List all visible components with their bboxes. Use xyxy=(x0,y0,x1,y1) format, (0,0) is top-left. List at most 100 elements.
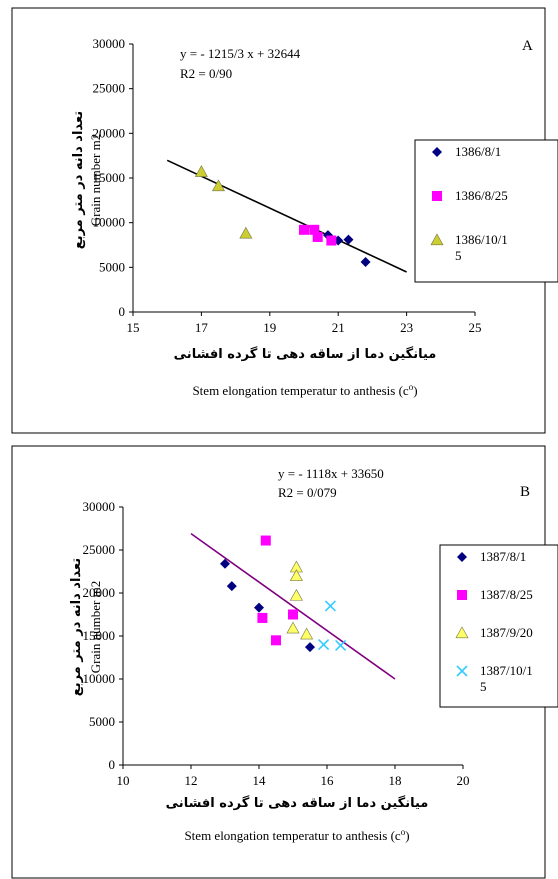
legend-label: 5 xyxy=(480,679,487,694)
data-point xyxy=(309,224,320,235)
trendline xyxy=(166,159,407,273)
y-tick-label: 0 xyxy=(119,304,126,319)
legend-box xyxy=(414,139,558,283)
data-point xyxy=(257,612,268,623)
trendline xyxy=(190,533,396,680)
legend-label: 5 xyxy=(455,248,462,263)
x-tick-label: 16 xyxy=(321,773,335,788)
series-0 xyxy=(220,558,315,653)
data-point xyxy=(299,224,309,235)
legend-label: 1386/8/1 xyxy=(455,144,501,159)
y-axis-label-en: Grain number m2 xyxy=(88,134,103,226)
x-axis-label-fa: میانگین دما از ساقه دهی تا گرده افشانی xyxy=(166,795,429,811)
y-tick-label: 30000 xyxy=(83,499,116,514)
x-tick-label: 23 xyxy=(400,320,413,335)
y-axis-label-en: Grain number m2 xyxy=(88,581,103,673)
legend-label: 1387/8/1 xyxy=(480,549,526,564)
data-point xyxy=(260,535,271,546)
legend-label: 1387/9/20 xyxy=(480,625,533,640)
y-tick-label: 10000 xyxy=(83,671,116,686)
data-point-stroke-b xyxy=(318,639,330,651)
x-axis-label-en: Stem elongation temperatur to anthesis (… xyxy=(192,382,417,398)
y-tick-label: 20000 xyxy=(83,585,116,600)
x-tick-label: 25 xyxy=(469,320,482,335)
y-tick-label: 20000 xyxy=(93,125,126,140)
chart-panel-a: 0 5000 10000 15000 20000 25000 30000 15 17 19 21 23… xyxy=(11,7,558,434)
legend-marker xyxy=(430,233,444,246)
x-tick-label: 12 xyxy=(185,773,198,788)
x-axis-label-unit: o xyxy=(409,382,414,392)
legend-marker xyxy=(432,147,442,157)
x-tick-label: 19 xyxy=(263,320,276,335)
y-tick-label: 30000 xyxy=(93,36,126,51)
legend-label: 1386/10/1 xyxy=(455,232,508,247)
data-point xyxy=(312,231,323,242)
x-axis-label-en-main: Stem elongation temperatur to anthesis (… xyxy=(192,383,408,398)
x-tick-label: 10 xyxy=(117,773,130,788)
legend-entry-0: 1386/8/1 xyxy=(432,144,501,159)
legend-entry-2: 1387/9/20 xyxy=(455,625,533,640)
regression-equation: y = - 1215/3 x + 32644 xyxy=(180,46,301,61)
regression-equation: y = - 1118x + 33650 xyxy=(278,466,384,481)
data-point xyxy=(289,569,303,581)
data-point-stroke-b xyxy=(324,600,336,612)
legend-marker xyxy=(456,665,468,677)
data-point xyxy=(335,639,347,652)
data-point xyxy=(289,588,303,601)
legend-marker-stroke-b xyxy=(456,665,468,677)
legend-entry-1: 1386/8/25 xyxy=(432,188,508,203)
x-axis-label-close: ) xyxy=(405,828,409,843)
x-axis-label-en-main: Stem elongation temperatur to anthesis (… xyxy=(184,828,400,843)
series-3 xyxy=(318,600,347,652)
data-point xyxy=(194,165,208,177)
x-tick-label: 14 xyxy=(253,773,267,788)
r-squared: R2 = 0/079 xyxy=(278,485,337,500)
data-point xyxy=(318,639,330,651)
data-point xyxy=(305,642,315,653)
legend-label: 1386/8/25 xyxy=(455,188,508,203)
x-axis-label-close: ) xyxy=(413,383,417,398)
series-1 xyxy=(257,535,298,646)
data-point xyxy=(326,235,337,246)
data-point xyxy=(343,234,354,245)
legend-marker xyxy=(457,552,467,562)
data-point xyxy=(324,600,336,612)
data-point xyxy=(360,256,371,267)
legend-marker xyxy=(432,191,442,201)
legend-label: 1387/8/25 xyxy=(480,587,533,602)
data-point xyxy=(226,581,237,592)
y-axis-label-fa: تعداد دانه در متر مربع xyxy=(69,558,84,696)
y-tick-label: 25000 xyxy=(83,542,116,557)
legend-entry-0: 1387/8/1 xyxy=(457,549,526,564)
series-2 xyxy=(286,560,314,640)
legend-entry-3: 1387/10/15 xyxy=(456,663,533,694)
series-1 xyxy=(299,224,337,246)
data-point xyxy=(254,602,264,613)
legend-marker xyxy=(457,590,467,600)
data-point xyxy=(211,179,226,192)
data-point xyxy=(271,635,281,646)
panel-letter: B xyxy=(520,484,530,500)
y-tick-label: 25000 xyxy=(93,81,126,96)
data-point-stroke-b xyxy=(335,639,347,652)
y-tick-label: 15000 xyxy=(83,628,116,643)
legend-entry-1: 1387/8/25 xyxy=(457,587,533,602)
panel-letter: A xyxy=(522,38,533,54)
legend-entry-2: 1386/10/15 xyxy=(430,232,508,263)
legend-marker xyxy=(455,626,469,639)
x-axis-label-fa: میانگین دما از ساقه دهی تا گرده افشانی xyxy=(174,346,437,362)
y-tick-label: 15000 xyxy=(93,170,126,185)
x-tick-label: 21 xyxy=(332,320,345,335)
x-tick-label: 15 xyxy=(127,320,140,335)
y-axis-label-fa: تعداد دانه در متر مربع xyxy=(71,111,86,249)
x-tick-label: 20 xyxy=(457,773,470,788)
data-point xyxy=(286,621,300,634)
data-point xyxy=(288,609,298,620)
series-2 xyxy=(194,165,253,239)
data-point xyxy=(220,558,230,569)
r-squared: R2 = 0/90 xyxy=(180,66,232,81)
y-tick-label: 5000 xyxy=(99,259,125,274)
legend-label: 1387/10/1 xyxy=(480,663,533,678)
data-point xyxy=(300,627,314,640)
